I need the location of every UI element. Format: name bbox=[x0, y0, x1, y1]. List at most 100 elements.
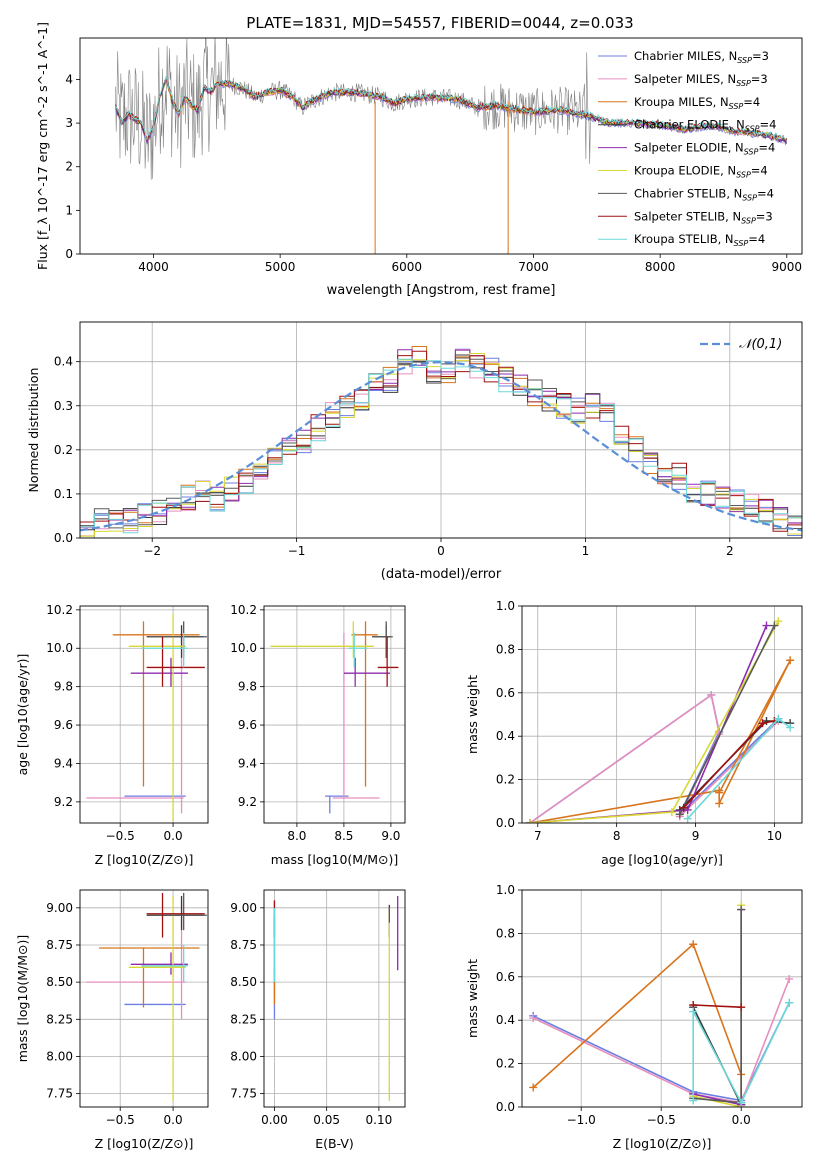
errorbar-point bbox=[128, 895, 186, 1102]
errorbar-point bbox=[141, 632, 188, 668]
y-tick-label: 8.75 bbox=[230, 938, 257, 952]
errorbar-point bbox=[377, 636, 399, 687]
weight-series bbox=[683, 714, 795, 823]
series-line bbox=[692, 1002, 790, 1105]
x-tick-label: 0.0 bbox=[164, 829, 183, 843]
data-point-marker bbox=[689, 1007, 698, 1016]
y-tick-label: 9.4 bbox=[238, 756, 257, 770]
y-axis-label: mass [log10(M/M⊙)] bbox=[15, 935, 30, 1063]
x-tick-label: 0 bbox=[437, 544, 445, 558]
y-tick-label: 0.0 bbox=[496, 1100, 515, 1114]
plot-content bbox=[115, 38, 788, 254]
x-tick-label: 9 bbox=[692, 829, 700, 843]
x-tick-label: 7 bbox=[534, 829, 542, 843]
panel-mass-vs-Z: −0.5 0.0 7.75 8.00 8.25 8.50 8.75 9.00 Z [log10(… bbox=[15, 889, 209, 1151]
data-point-marker bbox=[667, 808, 676, 817]
x-tick-label: 2 bbox=[726, 544, 734, 558]
y-tick-label: 1.0 bbox=[496, 599, 515, 613]
y-tick-label: 0.3 bbox=[54, 399, 73, 413]
y-tick-label: 8.50 bbox=[230, 975, 257, 989]
panel-age-vs-Z: −0.5 0.0 9.2 9.4 9.6 9.8 10.0 10.2 Z [log10(Z/Z⊙… bbox=[15, 603, 209, 867]
y-tick-label: 9.2 bbox=[54, 795, 73, 809]
x-tick-label: 0.10 bbox=[366, 1113, 393, 1127]
data-point-marker bbox=[737, 905, 746, 914]
errorbar-point bbox=[332, 632, 380, 799]
plot-area bbox=[522, 606, 802, 823]
data-point-marker bbox=[737, 1003, 746, 1012]
data-point-marker bbox=[786, 723, 795, 732]
legend-entry: Kroupa STELIB, NSSP=4 bbox=[634, 232, 765, 248]
x-tick-label: −1.0 bbox=[567, 1113, 596, 1127]
axes-frame bbox=[79, 37, 803, 255]
y-axis-label: Normed distribution bbox=[26, 368, 41, 493]
x-tick-label: −0.5 bbox=[647, 1113, 676, 1127]
data-point-marker bbox=[785, 998, 794, 1007]
y-tick-label: 0.1 bbox=[54, 487, 73, 501]
y-tick-label: 8.00 bbox=[46, 1049, 73, 1063]
y-tick-label: 9.00 bbox=[46, 901, 73, 915]
y-tick-label: 1 bbox=[65, 203, 73, 217]
y-tick-label: 2 bbox=[65, 160, 73, 174]
histogram-series bbox=[80, 358, 802, 538]
legend-entry: 𝒩(0,1) bbox=[739, 337, 782, 352]
y-tick-label: 0.4 bbox=[496, 729, 515, 743]
axes: −0.5 0.0 7.75 8.00 8.25 8.50 8.75 9.00 bbox=[46, 901, 182, 1127]
y-tick-label: 9.00 bbox=[230, 901, 257, 915]
y-tick-label: 0.2 bbox=[496, 773, 515, 787]
plot-content bbox=[86, 613, 207, 822]
x-tick-label: 0.0 bbox=[164, 1113, 183, 1127]
axes: −1.0 −0.5 0.0 0.0 0.2 0.4 0.6 0.8 1.0 bbox=[496, 883, 751, 1127]
y-tick-label: 0.6 bbox=[496, 970, 515, 984]
plot-area bbox=[80, 38, 802, 254]
y-tick-label: 10.2 bbox=[46, 603, 73, 617]
y-tick-label: 4 bbox=[65, 72, 73, 86]
data-point-marker bbox=[774, 714, 783, 723]
errorbar-point bbox=[130, 657, 188, 687]
y-tick-label: 7.75 bbox=[46, 1087, 73, 1101]
model-spectrum-line bbox=[115, 78, 788, 142]
plot-area bbox=[264, 890, 405, 1107]
model-spectrum-line bbox=[115, 76, 787, 141]
series-line bbox=[693, 1004, 742, 1008]
x-tick-label: 0.00 bbox=[261, 1113, 288, 1127]
y-tick-label: 7.75 bbox=[230, 1087, 257, 1101]
y-tick-label: 0 bbox=[65, 247, 73, 261]
panel-spectrum: 4000 5000 6000 7000 8000 9000 0 1 2 3 4 Chabrier MI… bbox=[35, 22, 803, 298]
x-tick-label: 8.5 bbox=[334, 829, 353, 843]
errorbar-point bbox=[149, 892, 207, 931]
y-tick-label: 9.8 bbox=[54, 680, 73, 694]
data-point-marker bbox=[525, 819, 534, 823]
y-tick-label: 8.00 bbox=[230, 1049, 257, 1063]
axes: 7 8 9 10 0.0 0.2 0.4 0.6 0.8 1.0 bbox=[496, 599, 782, 843]
y-tick-label: 8.75 bbox=[46, 938, 73, 952]
x-tick-label: 4000 bbox=[138, 260, 169, 274]
errorbar-point bbox=[325, 795, 349, 814]
y-tick-label: 9.4 bbox=[54, 756, 73, 770]
errorbar-point bbox=[146, 636, 205, 687]
data-point-marker bbox=[689, 940, 698, 949]
plot-area bbox=[264, 606, 405, 823]
errorbar-point bbox=[348, 632, 368, 668]
plot-content bbox=[86, 892, 207, 1102]
legend-entry: Salpeter MILES, NSSP=3 bbox=[634, 72, 768, 88]
errorbar-point bbox=[343, 657, 390, 687]
y-tick-label: 0.2 bbox=[54, 443, 73, 457]
data-point-marker bbox=[675, 810, 684, 819]
plot-content bbox=[80, 346, 802, 538]
axes-frame bbox=[521, 605, 803, 824]
x-tick-label: −1 bbox=[288, 544, 306, 558]
panel-mass-vs-EBV: 0.00 0.05 0.10 7.75 8.00 8.25 8.50 8.75 9.00 E(B-… bbox=[230, 889, 406, 1151]
legend-entry: Chabrier ELODIE, NSSP=4 bbox=[634, 118, 776, 134]
errorbar-point bbox=[99, 947, 200, 1008]
y-tick-label: 0.4 bbox=[54, 355, 73, 369]
x-axis-label: age [log10(age/yr)] bbox=[601, 852, 723, 867]
x-tick-label: 6000 bbox=[392, 260, 423, 274]
y-tick-label: 0.6 bbox=[496, 686, 515, 700]
x-axis-label: (data-model)/error bbox=[381, 567, 502, 582]
x-tick-label: 0.0 bbox=[732, 1113, 751, 1127]
normal-curve bbox=[80, 360, 802, 532]
y-tick-label: 3 bbox=[65, 116, 73, 130]
plot-content bbox=[270, 621, 399, 814]
data-point-marker bbox=[689, 1096, 698, 1105]
axes-frame bbox=[79, 889, 209, 1108]
